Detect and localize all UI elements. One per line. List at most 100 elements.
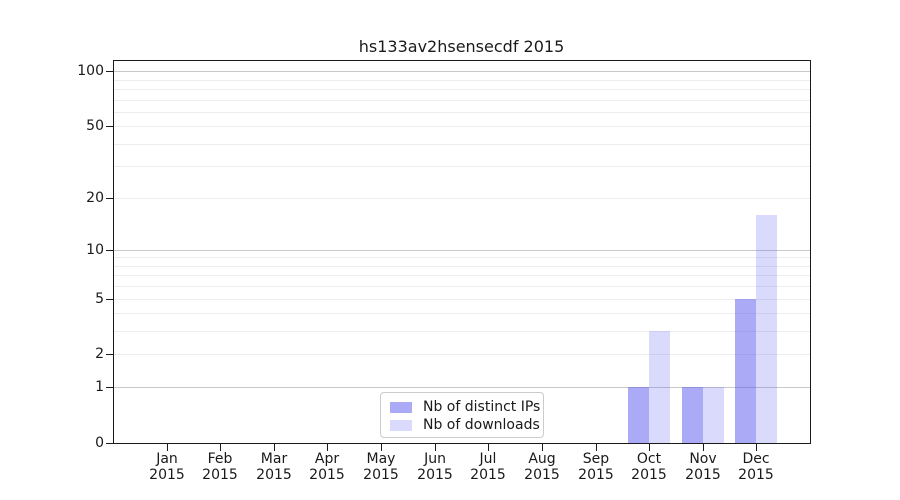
y-tick [106,198,113,199]
gridline-minor [113,275,810,276]
gridline-minor [113,266,810,267]
y-tick-label: 2 [95,346,104,362]
x-tick-label: Nov 2015 [675,451,731,483]
x-tick-label: Feb 2015 [192,451,248,483]
month-label: Dec [742,451,770,467]
x-tick [488,444,489,451]
y-tick [106,126,113,127]
month-label: Mar [260,451,288,467]
year-label: 2015 [363,467,399,483]
month-label: Sep [582,451,610,467]
year-label: 2015 [309,467,345,483]
year-label: 2015 [417,467,453,483]
x-tick [435,444,436,451]
y-tick [106,387,113,388]
y-tick-label: 0 [95,435,104,451]
x-tick-label: Jun 2015 [407,451,463,483]
legend-swatch [390,419,412,431]
gridline-minor [113,299,810,300]
gridline-minor [113,286,810,287]
month-label: Nov [689,451,717,467]
spine-left [113,60,114,444]
month-label: Apr [314,451,340,467]
y-tick [106,354,113,355]
year-label: 2015 [149,467,185,483]
y-tick-label: 20 [86,190,104,206]
y-tick-label: 10 [86,242,104,258]
x-tick-label: Sep 2015 [568,451,624,483]
legend-label: Nb of distinct IPs [423,399,541,415]
y-tick [106,443,113,444]
spine-top [113,60,811,61]
x-tick-label: Apr 2015 [299,451,355,483]
gridline-minor [113,354,810,355]
x-tick-label: Jul 2015 [460,451,516,483]
y-tick-label: 100 [77,63,104,79]
x-tick [327,444,328,451]
month-label: Oct [636,451,662,467]
legend-swatch [390,401,412,413]
gridline-minor [113,331,810,332]
month-label: May [366,451,396,467]
x-tick [596,444,597,451]
x-tick [649,444,650,451]
legend-row: Nb of distinct IPs [390,398,540,416]
gridline-minor [113,166,810,167]
plot-area [113,60,810,443]
legend-label: Nb of downloads [423,417,540,433]
x-tick [381,444,382,451]
month-label: Jan [156,451,178,467]
year-label: 2015 [524,467,560,483]
x-tick-label: Aug 2015 [514,451,570,483]
x-tick-label: Jan 2015 [139,451,195,483]
bar-nb-of-downloads-dec [756,215,777,443]
chart-title: hs133av2hsensecdf 2015 [358,37,565,56]
x-tick-label: Dec 2015 [728,451,784,483]
y-tick [106,71,113,72]
y-tick-label: 5 [95,291,104,307]
bar-nb-of-distinct-ips-dec [735,299,756,443]
gridline-minor [113,313,810,314]
y-tick-label: 50 [86,118,104,134]
gridline-minor [113,80,810,81]
month-label: Jul [479,451,497,467]
y-tick-label: 1 [95,379,104,395]
gridline-minor [113,198,810,199]
year-label: 2015 [470,467,506,483]
y-tick [106,250,113,251]
gridline-minor [113,126,810,127]
gridline-minor [113,100,810,101]
x-tick [703,444,704,451]
y-tick [106,299,113,300]
bar-nb-of-downloads-oct [649,331,670,443]
x-tick [756,444,757,451]
year-label: 2015 [685,467,721,483]
bar-nb-of-distinct-ips-oct [628,387,649,443]
x-tick-label: May 2015 [353,451,409,483]
bar-nb-of-downloads-nov [703,387,724,443]
x-tick [220,444,221,451]
gridline-minor [113,112,810,113]
gridline-minor [113,257,810,258]
gridline-minor [113,89,810,90]
month-label: Jun [424,451,446,467]
gridline-major [113,250,810,251]
bar-nb-of-distinct-ips-nov [682,387,703,443]
x-tick-label: Oct 2015 [621,451,677,483]
year-label: 2015 [578,467,614,483]
legend-row: Nb of downloads [390,416,540,434]
gridline-major [113,71,810,72]
gridline-major [113,387,810,388]
year-label: 2015 [202,467,238,483]
year-label: 2015 [631,467,667,483]
x-tick [167,444,168,451]
gridline-minor [113,144,810,145]
spine-right [810,60,811,444]
spine-bottom [113,443,811,444]
legend: Nb of distinct IPs Nb of downloads [380,392,544,438]
x-tick-label: Mar 2015 [246,451,302,483]
month-label: Feb [207,451,233,467]
year-label: 2015 [256,467,292,483]
x-tick [542,444,543,451]
